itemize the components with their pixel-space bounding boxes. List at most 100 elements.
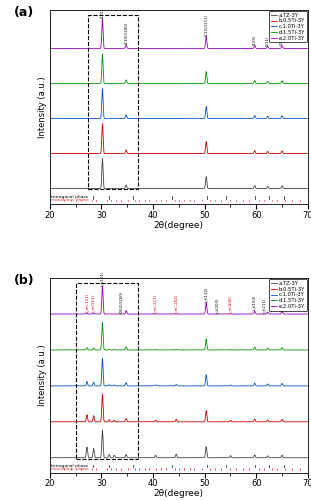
Line: e.2.0Ti-3Y: e.2.0Ti-3Y: [50, 19, 308, 48]
a.TZ-3Y: [240, 454, 244, 460]
b.0.5Ti-3Y: [260, 150, 264, 156]
Text: t_m(-211): t_m(-211): [154, 294, 158, 313]
Text: t_t(202): t_t(202): [280, 295, 284, 310]
c.1.0Ti-3Y: [95, 116, 99, 121]
Line: e.2.0Ti-3Y: e.2.0Ti-3Y: [50, 286, 308, 314]
c.1.0Ti-3Y: [240, 116, 244, 121]
d.1.5Ti-3Y: [48, 80, 52, 86]
Text: tetragonal phase: tetragonal phase: [51, 464, 89, 468]
d.1.5Ti-3Y: [240, 80, 244, 86]
Text: (a): (a): [14, 6, 34, 19]
d.1.5Ti-3Y: [48, 347, 52, 353]
e.2.0Ti-3Y: [100, 16, 104, 22]
b.0.5Ti-3Y: [216, 150, 220, 156]
a.TZ-3Y: [260, 186, 264, 192]
b.0.5Ti-3Y: [95, 150, 99, 156]
e.2.0Ti-3Y: [203, 310, 207, 316]
d.1.5Ti-3Y: [306, 347, 310, 353]
e.2.0Ti-3Y: [95, 311, 99, 317]
Line: d.1.5Ti-3Y: d.1.5Ti-3Y: [50, 54, 308, 84]
Text: (b): (b): [14, 274, 34, 287]
Text: (202): (202): [280, 34, 284, 45]
c.1.0Ti-3Y: [100, 86, 104, 92]
b.0.5Ti-3Y: [95, 419, 99, 425]
e.2.0Ti-3Y: [240, 311, 244, 317]
b.0.5Ti-3Y: [306, 419, 310, 425]
Text: (002)/(200): (002)/(200): [120, 291, 124, 313]
e.2.0Ti-3Y: [95, 46, 99, 52]
c.1.0Ti-3Y: [306, 383, 310, 389]
Line: b.0.5Ti-3Y: b.0.5Ti-3Y: [50, 124, 308, 154]
b.0.5Ti-3Y: [48, 419, 52, 425]
Line: d.1.5Ti-3Y: d.1.5Ti-3Y: [50, 322, 308, 350]
c.1.0Ti-3Y: [146, 116, 150, 121]
c.1.0Ti-3Y: [48, 383, 52, 389]
Text: monoclinic phase: monoclinic phase: [51, 467, 89, 471]
b.0.5Ti-3Y: [146, 419, 150, 425]
Text: (112)/(211): (112)/(211): [204, 14, 208, 36]
e.2.0Ti-3Y: [48, 46, 52, 52]
Legend: a.TZ-3Y, b.0.5Ti-3Y, c.1.0Ti-3Y, d.1.5Ti-3Y, e.2.0Ti-3Y: a.TZ-3Y, b.0.5Ti-3Y, c.1.0Ti-3Y, d.1.5Ti…: [269, 279, 307, 310]
b.0.5Ti-3Y: [216, 419, 220, 425]
e.2.0Ti-3Y: [306, 46, 310, 52]
a.TZ-3Y: [48, 186, 52, 192]
X-axis label: 2θ(degree): 2θ(degree): [154, 221, 204, 230]
a.TZ-3Y: [260, 454, 264, 460]
d.1.5Ti-3Y: [260, 80, 264, 86]
c.1.0Ti-3Y: [306, 116, 310, 121]
Text: t_m(-202): t_m(-202): [174, 294, 178, 313]
c.1.0Ti-3Y: [146, 383, 150, 389]
d.1.5Ti-3Y: [306, 80, 310, 86]
d.1.5Ti-3Y: [216, 347, 220, 353]
a.TZ-3Y: [100, 156, 104, 162]
a.TZ-3Y: [100, 427, 104, 433]
Legend: a.TZ-3Y, b.0.5Ti-3Y, c.1.0Ti-3Y, d.1.5Ti-3Y, e.2.0Ti-3Y: a.TZ-3Y, b.0.5Ti-3Y, c.1.0Ti-3Y, d.1.5Ti…: [269, 11, 307, 42]
a.TZ-3Y: [306, 454, 310, 460]
a.TZ-3Y: [306, 186, 310, 192]
e.2.0Ti-3Y: [216, 46, 220, 52]
Text: (103): (103): [253, 34, 257, 44]
e.2.0Ti-3Y: [240, 46, 244, 52]
a.TZ-3Y: [203, 454, 207, 460]
c.1.0Ti-3Y: [95, 383, 99, 389]
c.1.0Ti-3Y: [260, 383, 264, 389]
d.1.5Ti-3Y: [203, 80, 207, 86]
Line: c.1.0Ti-3Y: c.1.0Ti-3Y: [50, 89, 308, 118]
d.1.5Ti-3Y: [203, 346, 207, 352]
a.TZ-3Y: [216, 454, 220, 460]
e.2.0Ti-3Y: [260, 311, 264, 317]
d.1.5Ti-3Y: [146, 347, 150, 353]
c.1.0Ti-3Y: [216, 116, 220, 121]
Y-axis label: Intensity (a.u.): Intensity (a.u.): [38, 344, 47, 406]
e.2.0Ti-3Y: [306, 311, 310, 317]
Text: monoclinic phase: monoclinic phase: [51, 198, 89, 202]
Y-axis label: Intensity (a.u.): Intensity (a.u.): [38, 76, 47, 138]
b.0.5Ti-3Y: [100, 391, 104, 397]
a.TZ-3Y: [216, 186, 220, 192]
c.1.0Ti-3Y: [240, 383, 244, 389]
Text: tetragonal phase: tetragonal phase: [51, 196, 89, 200]
e.2.0Ti-3Y: [260, 46, 264, 52]
Text: t_m(400): t_m(400): [229, 295, 232, 313]
Text: t_m(-111): t_m(-111): [85, 293, 89, 312]
e.2.0Ti-3Y: [216, 311, 220, 317]
Text: t_t(112): t_t(112): [204, 286, 208, 302]
b.0.5Ti-3Y: [240, 150, 244, 156]
Text: t_t(200): t_t(200): [216, 298, 220, 313]
e.2.0Ti-3Y: [146, 311, 150, 317]
Text: (211): (211): [266, 35, 270, 45]
d.1.5Ti-3Y: [260, 347, 264, 353]
d.1.5Ti-3Y: [240, 347, 244, 353]
d.1.5Ti-3Y: [216, 80, 220, 86]
a.TZ-3Y: [48, 454, 52, 460]
d.1.5Ti-3Y: [95, 80, 99, 86]
c.1.0Ti-3Y: [203, 382, 207, 388]
d.1.5Ti-3Y: [100, 320, 104, 326]
c.1.0Ti-3Y: [216, 383, 220, 389]
Text: (101): (101): [100, 8, 104, 18]
d.1.5Ti-3Y: [100, 51, 104, 57]
e.2.0Ti-3Y: [48, 311, 52, 317]
Text: t_m(111): t_m(111): [92, 294, 96, 312]
a.TZ-3Y: [95, 186, 99, 192]
Line: a.TZ-3Y: a.TZ-3Y: [50, 430, 308, 458]
